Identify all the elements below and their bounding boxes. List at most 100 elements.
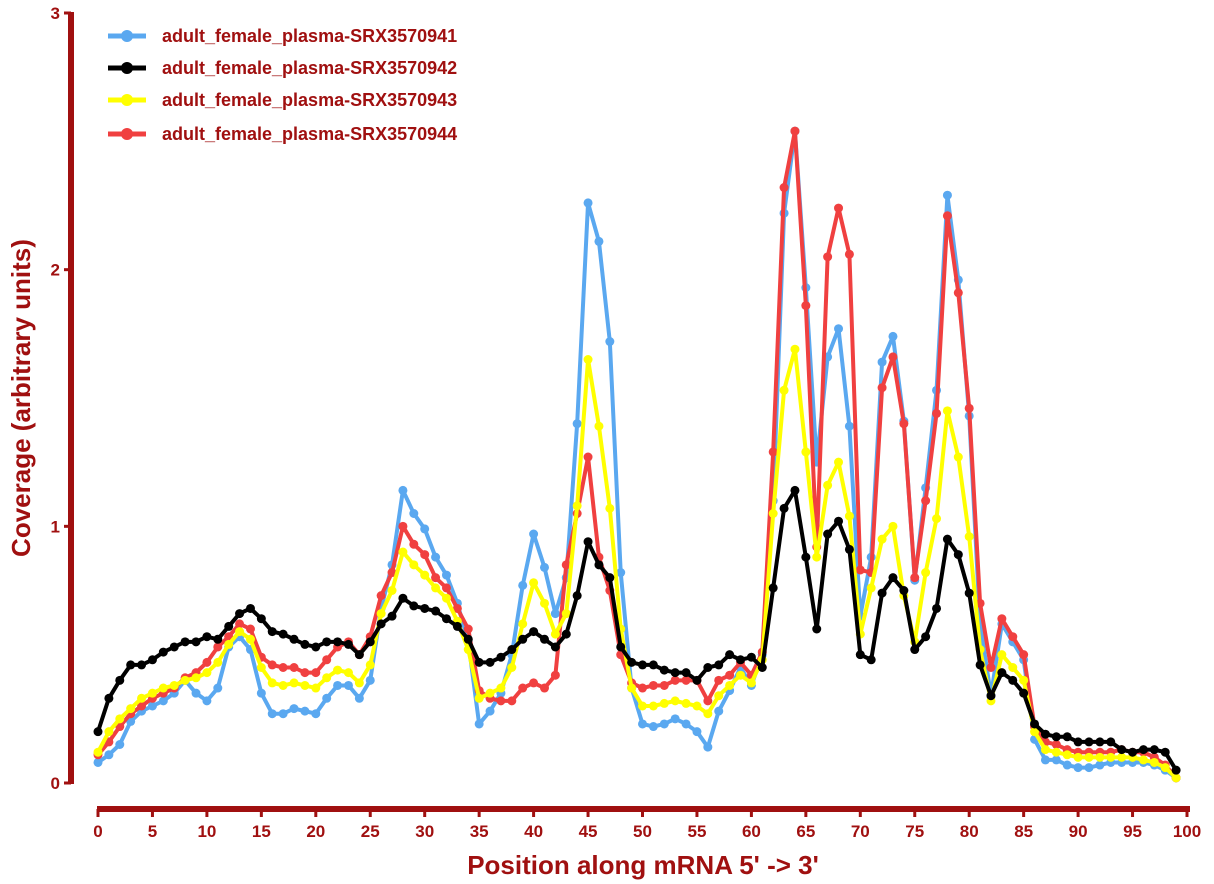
data-point xyxy=(648,680,658,690)
data-point xyxy=(1051,732,1061,742)
data-point xyxy=(365,660,375,670)
data-point xyxy=(997,650,1007,660)
x-tick-label: 85 xyxy=(1014,822,1033,841)
data-point xyxy=(692,675,702,685)
data-point xyxy=(550,609,560,619)
data-point xyxy=(496,696,506,706)
data-point xyxy=(986,691,996,701)
data-point xyxy=(1138,745,1148,755)
y-axis-label: Coverage (arbitrary units) xyxy=(6,239,36,557)
data-point xyxy=(768,447,778,457)
data-point xyxy=(964,403,974,413)
data-point xyxy=(104,693,114,703)
data-point xyxy=(311,683,321,693)
data-point xyxy=(213,683,223,693)
data-point xyxy=(202,696,212,706)
data-point xyxy=(507,696,517,706)
data-point xyxy=(115,740,125,749)
data-point xyxy=(659,719,669,729)
data-point xyxy=(322,673,332,683)
y-tick-label: 1 xyxy=(51,517,60,536)
data-point xyxy=(561,609,571,619)
data-point xyxy=(1095,737,1105,747)
data-point xyxy=(942,211,952,221)
data-point xyxy=(605,573,615,583)
data-point xyxy=(736,670,746,680)
data-point xyxy=(834,324,844,334)
x-tick-label: 65 xyxy=(796,822,815,841)
x-tick-label: 60 xyxy=(742,822,761,841)
data-point xyxy=(1030,727,1040,737)
data-point xyxy=(921,496,931,506)
data-point xyxy=(104,727,114,737)
data-point xyxy=(866,583,876,593)
data-point xyxy=(1095,752,1105,762)
data-point xyxy=(899,419,909,429)
data-point xyxy=(1160,763,1170,773)
data-point xyxy=(692,727,702,737)
data-point xyxy=(605,337,615,347)
data-point xyxy=(1062,760,1072,770)
y-tick-label: 0 xyxy=(51,774,60,793)
data-point xyxy=(638,660,647,670)
data-point xyxy=(311,668,321,678)
data-point xyxy=(834,457,844,467)
data-point xyxy=(278,709,288,719)
data-point xyxy=(529,678,539,688)
data-point xyxy=(550,629,560,639)
data-point xyxy=(507,645,517,655)
data-point xyxy=(202,632,212,642)
y-tick-label: 2 xyxy=(51,261,60,280)
data-point xyxy=(779,385,789,395)
data-point xyxy=(93,727,103,737)
x-tick-label: 35 xyxy=(470,822,489,841)
data-point xyxy=(877,588,887,598)
data-point xyxy=(300,668,310,678)
data-point xyxy=(147,701,157,711)
series-line xyxy=(96,129,1178,780)
data-point xyxy=(1019,688,1029,698)
data-point xyxy=(529,529,539,539)
data-point xyxy=(137,701,147,711)
x-axis-label: Position along mRNA 5' -> 3' xyxy=(467,850,819,880)
data-point xyxy=(899,586,909,595)
data-point xyxy=(235,609,245,619)
x-tick-label: 25 xyxy=(361,822,380,841)
data-point xyxy=(485,657,495,667)
data-point xyxy=(888,352,898,362)
data-point xyxy=(398,485,408,495)
data-point xyxy=(1149,757,1159,767)
data-point xyxy=(463,624,473,634)
data-point xyxy=(844,421,854,431)
data-point xyxy=(93,757,103,767)
data-point xyxy=(441,583,451,593)
data-point xyxy=(877,383,887,393)
data-point xyxy=(289,678,299,688)
data-point xyxy=(638,719,647,729)
data-point xyxy=(126,704,136,714)
data-point xyxy=(496,652,506,662)
data-point xyxy=(855,650,865,660)
data-point xyxy=(354,650,364,660)
data-point xyxy=(627,657,637,667)
data-point xyxy=(333,637,343,647)
data-point xyxy=(137,660,147,670)
data-point xyxy=(300,680,310,690)
series-layer xyxy=(93,126,1181,783)
data-point xyxy=(681,668,691,678)
legend-label: adult_female_plasma-SRX3570944 xyxy=(162,124,457,144)
data-point xyxy=(670,668,680,678)
data-point xyxy=(823,529,833,539)
x-tick-label: 80 xyxy=(960,822,979,841)
data-point xyxy=(779,503,789,513)
data-point xyxy=(463,634,473,644)
data-point xyxy=(311,642,321,652)
data-point xyxy=(289,704,299,714)
data-point xyxy=(834,203,844,213)
data-point xyxy=(115,714,125,724)
data-point xyxy=(387,568,397,578)
data-point xyxy=(213,634,223,644)
data-point xyxy=(474,719,484,729)
data-point xyxy=(714,675,724,685)
